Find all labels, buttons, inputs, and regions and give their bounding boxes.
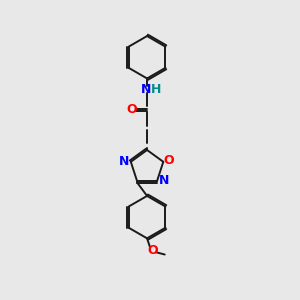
Text: H: H	[151, 83, 161, 96]
Text: N: N	[158, 174, 169, 188]
Text: O: O	[126, 103, 137, 116]
Text: O: O	[147, 244, 158, 257]
Text: O: O	[163, 154, 174, 167]
Text: N: N	[141, 83, 152, 96]
Text: N: N	[119, 155, 130, 168]
